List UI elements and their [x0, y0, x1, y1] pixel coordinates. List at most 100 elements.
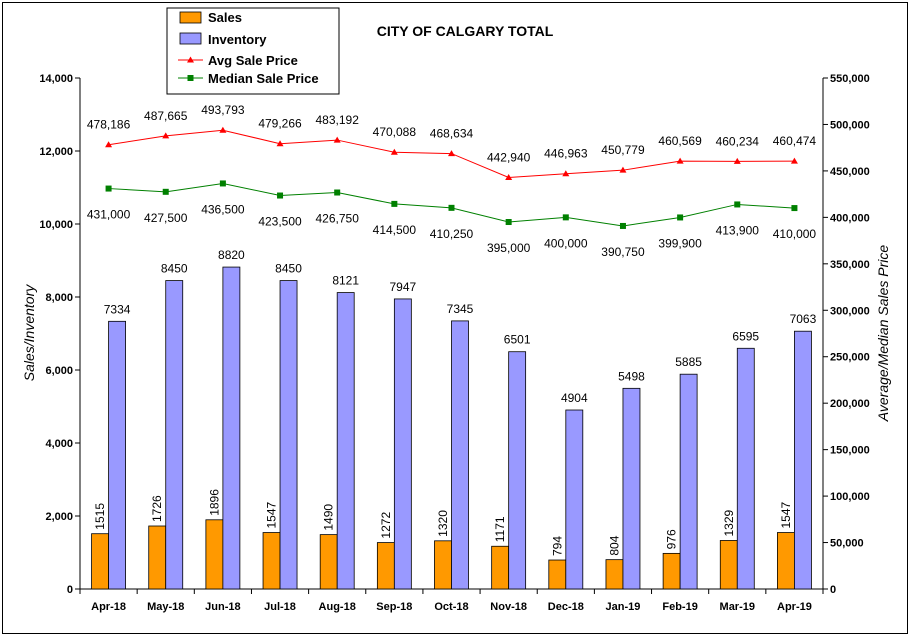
right-tick-label: 300,000: [830, 305, 870, 317]
avg-price-data-label: 487,665: [144, 109, 188, 123]
x-tick-label: Apr-18: [91, 601, 126, 613]
right-tick-label: 200,000: [830, 398, 870, 410]
right-tick-label: 150,000: [830, 445, 870, 457]
left-tick-label: 0: [67, 584, 73, 596]
left-tick-label: 12,000: [39, 146, 73, 158]
inventory-bar: [165, 280, 184, 590]
sales-data-label: 976: [665, 529, 679, 549]
inventory-data-label: 6501: [504, 333, 531, 347]
inventory-bar: [794, 330, 812, 590]
right-tick-label: 100,000: [830, 491, 870, 503]
avg-price-data-label: 479,266: [258, 117, 302, 131]
avg-price-marker: [333, 136, 341, 143]
sales-bar: [262, 532, 281, 590]
legend-swatch-inventory: [179, 32, 202, 45]
x-tick-label: Mar-19: [720, 601, 755, 613]
inventory-data-label: 4904: [561, 391, 588, 405]
sales-data-label: 1320: [436, 510, 450, 537]
x-tick-label: Jun-18: [205, 601, 240, 613]
chart-title: CITY OF CALGARY TOTAL: [377, 23, 554, 39]
sales-data-label: 1272: [379, 512, 393, 539]
sales-bar: [148, 525, 167, 590]
avg-price-data-label: 442,940: [487, 150, 531, 164]
left-tick-label: 10,000: [39, 219, 73, 231]
legend-swatch-sales: [179, 11, 202, 24]
median-price-marker: [105, 185, 112, 192]
x-tick-label: Apr-19: [777, 601, 812, 613]
median-price-data-label: 399,900: [658, 236, 702, 250]
avg-price-marker: [733, 157, 741, 164]
x-tick-label: Feb-19: [662, 601, 697, 613]
median-price-marker: [677, 214, 684, 221]
median-price-marker: [448, 204, 455, 211]
inventory-data-label: 5885: [675, 355, 702, 369]
median-price-marker: [791, 205, 798, 212]
legend-label-sales: Sales: [208, 10, 242, 25]
inventory-bar: [565, 409, 584, 590]
median-price-data-label: 427,500: [144, 211, 188, 225]
sales-data-label: 1547: [779, 502, 793, 529]
inventory-bar: [279, 280, 298, 590]
inventory-bar: [736, 347, 755, 590]
sales-bar: [777, 532, 795, 590]
avg-price-marker: [790, 157, 798, 164]
sales-data-label: 1329: [722, 509, 736, 536]
avg-price-data-label: 460,569: [658, 134, 702, 148]
x-tick-label: Dec-18: [548, 601, 584, 613]
inventory-bar: [679, 373, 698, 590]
median-price-marker: [391, 200, 398, 207]
median-price-marker: [619, 222, 626, 229]
avg-price-data-label: 478,186: [87, 118, 131, 132]
sales-bar: [662, 552, 681, 590]
avg-price-data-label: 470,088: [373, 125, 417, 139]
right-tick-label: 550,000: [830, 73, 870, 85]
median-price-data-label: 395,000: [487, 241, 531, 255]
legend: Sales Inventory Avg Sale Price Median Sa…: [166, 7, 340, 95]
median-price-data-label: 410,250: [430, 227, 474, 241]
median-price-data-label: 414,500: [373, 223, 417, 237]
inventory-data-label: 5498: [618, 369, 645, 383]
sales-data-label: 1515: [93, 503, 107, 530]
inventory-bar: [508, 351, 527, 590]
median-price-data-label: 431,000: [87, 208, 131, 222]
median-price-marker: [562, 214, 569, 221]
legend-label-avg: Avg Sale Price: [208, 53, 298, 68]
left-tick-label: 8,000: [45, 292, 73, 304]
avg-price-data-label: 493,793: [201, 103, 245, 117]
sales-bar: [548, 559, 567, 590]
inventory-data-label: 8121: [332, 274, 359, 288]
median-price-data-label: 423,500: [258, 215, 302, 229]
left-tick-label: 14,000: [39, 73, 73, 85]
inventory-data-label: 7334: [104, 302, 131, 316]
left-tick-label: 4,000: [45, 438, 73, 450]
inventory-data-label: 7947: [389, 280, 416, 294]
right-tick-label: 450,000: [830, 166, 870, 178]
median-price-data-label: 390,750: [601, 245, 645, 259]
avg-price-marker: [162, 132, 170, 139]
avg-price-marker: [676, 157, 684, 164]
right-tick-label: 500,000: [830, 119, 870, 131]
legend-marker-median: [187, 75, 194, 81]
right-tick-label: 0: [830, 584, 836, 596]
inventory-bar: [336, 292, 355, 590]
sales-data-label: 1726: [150, 495, 164, 522]
sales-bar: [605, 559, 624, 590]
avg-price-marker: [105, 141, 113, 148]
avg-price-marker: [562, 170, 570, 177]
median-price-data-label: 413,900: [716, 223, 760, 237]
avg-price-marker: [390, 148, 398, 155]
avg-price-data-label: 468,634: [430, 127, 474, 141]
inventory-bar: [108, 320, 126, 590]
avg-price-data-label: 446,963: [544, 147, 588, 161]
inventory-data-label: 6595: [732, 329, 759, 343]
avg-price-marker: [219, 126, 227, 133]
avg-price-data-label: 460,474: [773, 134, 817, 148]
inventory-bar: [393, 298, 412, 590]
right-tick-label: 400,000: [830, 212, 870, 224]
sales-data-label: 1896: [207, 489, 221, 516]
inventory-data-label: 8820: [218, 248, 245, 262]
inventory-data-label: 7345: [447, 302, 474, 316]
sales-data-label: 1490: [322, 504, 336, 531]
inventory-data-label: 7063: [790, 312, 817, 326]
